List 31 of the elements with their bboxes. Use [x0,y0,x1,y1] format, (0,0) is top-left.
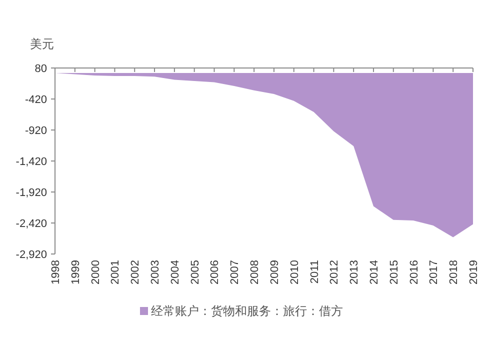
y-axis-title: 美元 [30,37,54,51]
x-tick-label: 2018 [448,260,460,284]
y-tick-label: -920 [24,125,47,137]
x-tick-label: 2017 [428,260,440,284]
x-tick-label: 2007 [229,260,242,284]
x-tick-label: 2014 [368,260,380,284]
x-tick-label: 2004 [169,260,182,284]
x-tick-label: 2006 [209,260,222,284]
x-tick-label: 2011 [308,260,321,284]
x-tick-label: 2008 [249,260,262,284]
x-tick-label: 1998 [50,260,62,284]
y-tick-label: -420 [24,94,47,106]
x-tick-label: 2001 [110,260,122,284]
legend-label: 经常账户：货物和服务：旅行：借方 [151,304,343,318]
x-tick-label: 2015 [388,260,400,284]
x-tick-label: 2019 [468,260,480,284]
x-tick-label: 2013 [348,260,361,284]
x-tick-label: 2016 [408,260,420,284]
x-tick-label: 1999 [70,260,82,284]
x-tick-label: 2009 [268,260,281,284]
y-tick-label: -2,920 [16,249,47,261]
x-tick-label: 2002 [130,260,142,284]
y-tick-label: -2,420 [16,218,47,230]
x-tick-label: 2012 [328,260,341,284]
x-tick-label: 2010 [288,260,301,284]
x-tick-label: 2005 [189,260,202,284]
x-tick-label: 2003 [150,260,162,284]
x-tick-label: 2000 [90,260,102,284]
y-tick-label: -1,420 [16,156,47,168]
y-tick-label: -1,920 [16,187,47,199]
y-tick-label: 80 [34,63,47,75]
